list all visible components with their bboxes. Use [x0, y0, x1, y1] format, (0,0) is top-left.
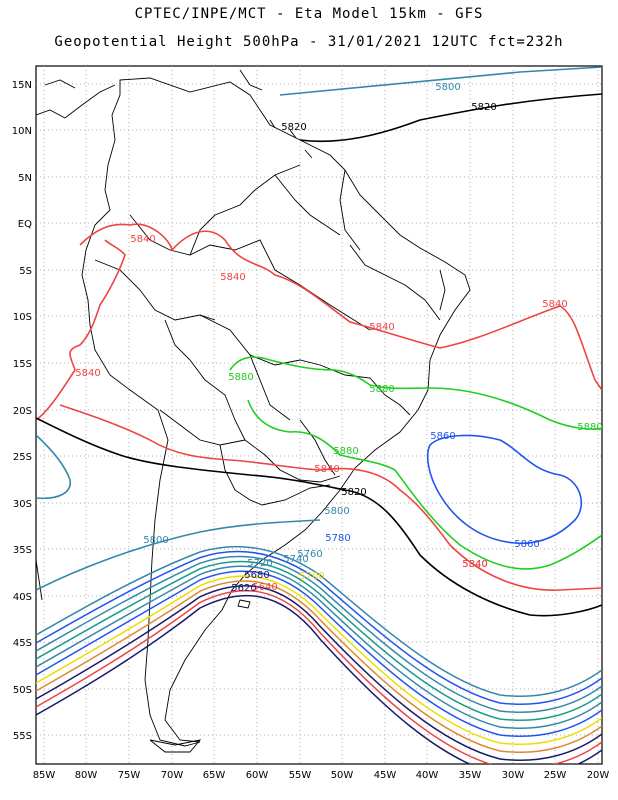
- contour-south-band: [36, 580, 602, 754]
- contour-label: 5860: [514, 539, 539, 550]
- lon-tick-label: 70W: [161, 770, 184, 781]
- lon-tick-label: 85W: [33, 770, 56, 781]
- lat-tick-label: 30S: [13, 499, 32, 510]
- lat-tick-label: 50S: [13, 685, 32, 696]
- contour-label: 5820: [341, 487, 366, 498]
- contour-south-band: [36, 594, 602, 764]
- contour-label: 5840: [369, 322, 394, 333]
- lat-tick-label: 25S: [13, 452, 32, 463]
- contour-label: 5780: [325, 533, 350, 544]
- map-frame: [35, 65, 603, 765]
- lat-tick-label: 10S: [13, 312, 32, 323]
- contour-south-band: [36, 575, 602, 746]
- contour-label: 5820: [471, 102, 496, 113]
- lat-tick-label: EQ: [18, 219, 32, 230]
- contour-label: 5820: [281, 122, 306, 133]
- coastlines-and-borders: [36, 69, 471, 753]
- axis-tick-labels: 15N 10N 5N EQ 5S 10S 15S 20S 25S 30S 35S 40S 45S 50S 5…: [12, 80, 610, 781]
- lon-tick-label: 45W: [374, 770, 397, 781]
- lat-tick-label: 15N: [12, 80, 32, 91]
- lat-tick-label: 40S: [13, 592, 32, 603]
- lon-tick-label: 75W: [118, 770, 141, 781]
- contour-labels: 5800 5820 5820 5840 5840 5840 5840 5840 5840 5840…: [75, 82, 602, 594]
- contour-5800-north: [279, 66, 602, 96]
- contour-south-band: [36, 570, 602, 738]
- contour-5840-south: [59, 404, 602, 591]
- lon-tick-label: 30W: [502, 770, 525, 781]
- lat-tick-label: 20S: [13, 406, 32, 417]
- lat-tick-label: 55S: [13, 731, 32, 742]
- contour-label: 5860: [430, 431, 455, 442]
- contour-label: 5880: [577, 422, 602, 433]
- contour-label: 5800: [435, 82, 460, 93]
- contour-label: 5740: [283, 554, 308, 565]
- contour-south-band: [36, 545, 602, 698]
- lon-tick-label: 25W: [544, 770, 567, 781]
- lat-tick-label: 10N: [12, 126, 32, 137]
- contour-label: 5840: [314, 464, 339, 475]
- lat-tick-label: 5N: [18, 173, 32, 184]
- contour-label: 5800: [324, 506, 349, 517]
- contour-label: 5840: [75, 368, 100, 379]
- contour-label: 5840: [462, 559, 487, 570]
- contour-label: 5640: [252, 582, 277, 593]
- lon-tick-label: 65W: [203, 770, 226, 781]
- contour-5820-north: [299, 93, 602, 143]
- lon-tick-label: 55W: [289, 770, 312, 781]
- contour-south-band: [36, 589, 602, 764]
- contour-label: 5840: [130, 234, 155, 245]
- contour-5820-south: [36, 417, 602, 617]
- lon-tick-label: 60W: [246, 770, 269, 781]
- contour-label: 5880: [333, 446, 358, 457]
- contour-label: 5800: [143, 535, 168, 546]
- contour-south-band: [36, 585, 602, 762]
- contour-label: 5760: [297, 549, 322, 560]
- contour-label: 5880: [228, 372, 253, 383]
- contour-5800-south: [36, 519, 321, 591]
- contour-south-band: [36, 555, 602, 714]
- contour-label: 5880: [369, 384, 394, 395]
- lat-tick-label: 35S: [13, 545, 32, 556]
- lon-tick-label: 40W: [416, 770, 439, 781]
- lon-tick-label: 50W: [331, 770, 354, 781]
- contour-label: 5700: [299, 571, 324, 582]
- lat-tick-label: 5S: [19, 266, 32, 277]
- height-contours: [36, 66, 602, 617]
- lat-tick-label: 45S: [13, 638, 32, 649]
- map-title-line-2: Geopotential Height 500hPa - 31/01/2021 …: [54, 34, 564, 50]
- contour-south-band: [36, 560, 602, 722]
- southern-contour-bundle: [36, 545, 602, 764]
- contour-label: 5840: [220, 272, 245, 283]
- contour-label: 5620: [231, 583, 256, 594]
- contour-label: 5680: [244, 570, 269, 581]
- contour-5860-closed: [426, 434, 583, 545]
- contour-5880-inner: [247, 399, 602, 570]
- contour-5880-green: [229, 356, 602, 430]
- lat-lon-grid: [36, 66, 602, 764]
- map-title-line-1: CPTEC/INPE/MCT - Eta Model 15km - GFS: [134, 6, 484, 22]
- lat-tick-label: 15S: [13, 359, 32, 370]
- contour-south-band: [36, 565, 602, 730]
- contour-south-band: [36, 550, 602, 706]
- lon-tick-label: 35W: [459, 770, 482, 781]
- lon-tick-label: 20W: [587, 770, 610, 781]
- contour-5800-west: [36, 434, 71, 500]
- contour-5840-red: [79, 223, 602, 391]
- contour-label: 5840: [462, 559, 487, 570]
- lon-tick-label: 80W: [75, 770, 98, 781]
- contour-label: 5720: [247, 558, 272, 569]
- contour-5840-west: [36, 239, 126, 421]
- contour-label: 5840: [542, 299, 567, 310]
